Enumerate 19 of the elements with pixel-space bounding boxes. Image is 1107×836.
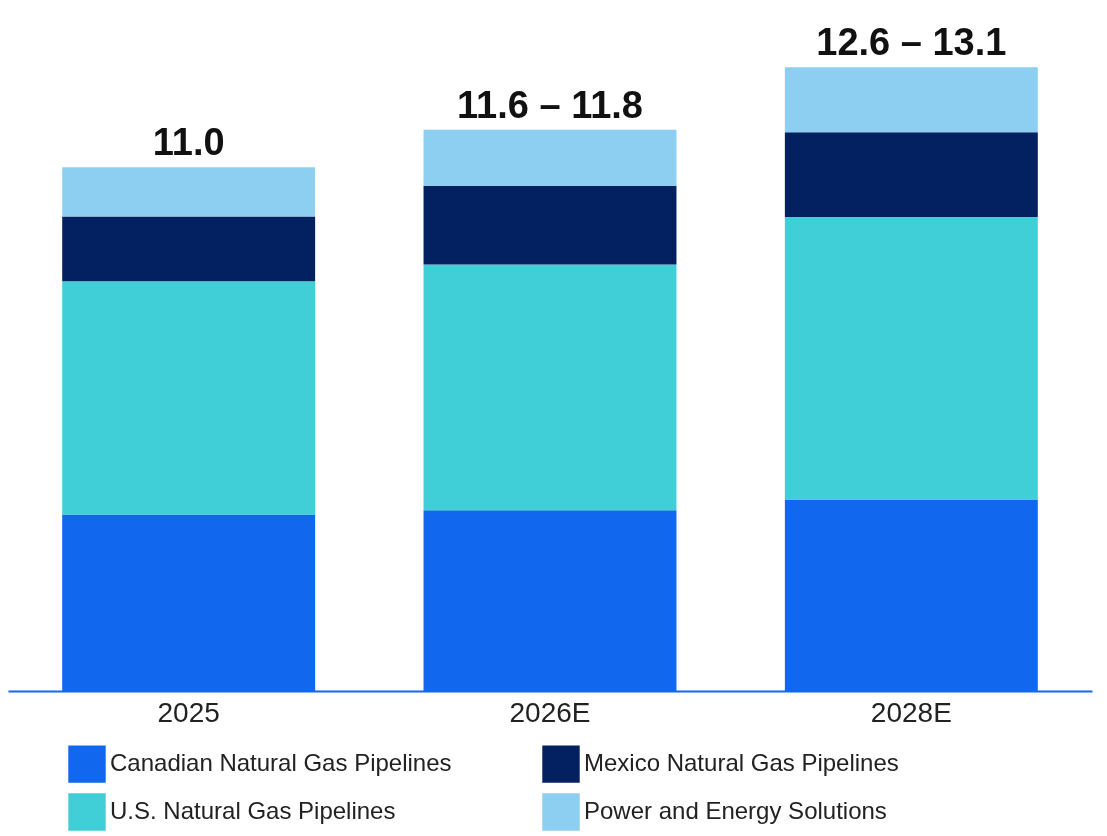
bar — [784, 217, 1038, 500]
bar — [423, 185, 677, 265]
bar — [62, 281, 316, 515]
bar — [62, 216, 316, 282]
bar — [423, 264, 677, 511]
legend-label: Mexico Natural Gas Pipelines — [584, 749, 899, 777]
x-tick-label: 2025 — [157, 696, 220, 728]
bar — [62, 167, 316, 217]
annotation: 12.6 – 13.1 — [816, 21, 1007, 64]
legend-label: Canadian Natural Gas Pipelines — [110, 749, 452, 777]
legend-label: Power and Energy Solutions — [584, 797, 887, 824]
bar — [423, 129, 677, 186]
annotation: 11.0 — [152, 121, 225, 164]
legend-label: U.S. Natural Gas Pipelines — [110, 797, 396, 824]
bar — [784, 132, 1038, 218]
bar — [784, 67, 1038, 133]
x-tick-label: 2026E — [509, 696, 591, 728]
annotation: 11.6 – 11.8 — [457, 83, 643, 126]
x-tick-label: 2028E — [870, 696, 952, 728]
